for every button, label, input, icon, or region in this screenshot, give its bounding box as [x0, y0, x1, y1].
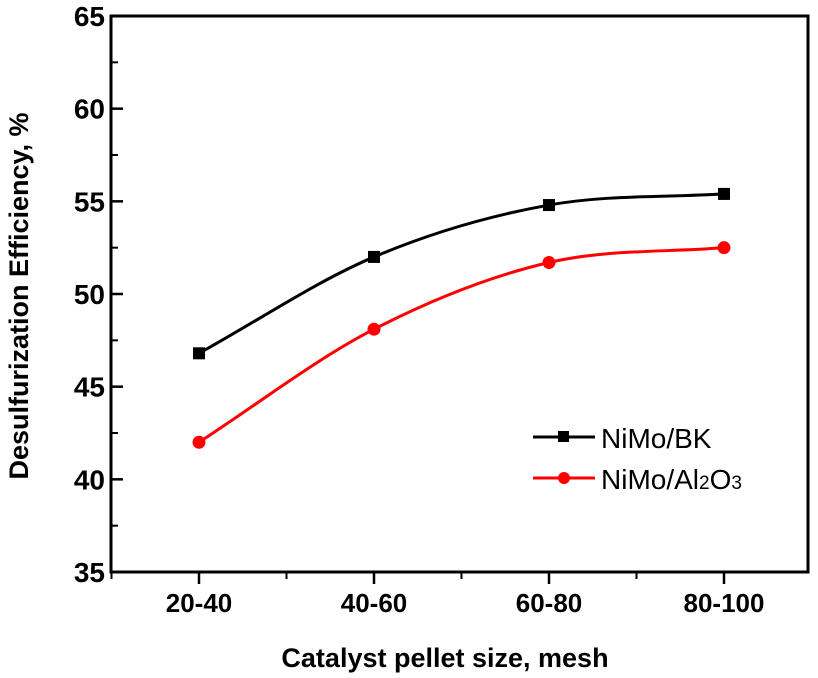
data-point-1: [192, 435, 206, 449]
y-tick-label: 65: [74, 1, 105, 32]
legend-label-al2o3-mid: O: [710, 464, 732, 495]
data-point-1: [367, 322, 381, 336]
legend-label-al2o3-sub1: 2: [699, 473, 710, 494]
x-tick-label: 20-40: [166, 588, 233, 618]
legend-marker-nimo-bk: [558, 431, 569, 442]
y-tick-label: 35: [74, 557, 105, 588]
data-point-0: [193, 347, 205, 360]
series-line-0: [198, 192, 725, 355]
y-axis-title: Desulfurization Efficiency, %: [4, 112, 34, 479]
data-point-0: [368, 250, 380, 263]
data-point-1: [717, 241, 731, 255]
series-layer: [192, 187, 731, 449]
legend-label-al2o3-main: NiMo/Al: [601, 464, 699, 495]
y-tick-label: 40: [74, 464, 105, 495]
y-tick-label: 50: [74, 279, 105, 310]
legend-label-al2o3-sub2: 3: [731, 473, 742, 494]
y-tick-label: 55: [74, 186, 105, 217]
legend-label-nimo-al2o3: NiMo/Al2O3: [601, 464, 742, 495]
series-line-1: [198, 246, 725, 444]
y-tick-label: 60: [74, 94, 105, 125]
data-point-0: [543, 199, 555, 212]
x-tick-label: 80-100: [684, 588, 765, 618]
data-point-1: [542, 255, 556, 269]
x-tick-label: 40-60: [341, 588, 408, 618]
data-point-0: [718, 187, 730, 200]
x-axis-ticks: 20-40 40-60 60-80 80-100: [110, 572, 765, 618]
y-tick-label: 45: [74, 372, 105, 403]
y-axis-ticks: 35 40 45 50 55 60 65: [74, 1, 123, 588]
legend-label-nimo-bk: NiMo/BK: [601, 423, 712, 454]
legend: NiMo/BK NiMo/Al2O3: [533, 423, 742, 495]
x-tick-label: 60-80: [516, 588, 583, 618]
x-axis-title: Catalyst pellet size, mesh: [281, 643, 608, 673]
legend-marker-nimo-al2o3: [558, 472, 570, 484]
